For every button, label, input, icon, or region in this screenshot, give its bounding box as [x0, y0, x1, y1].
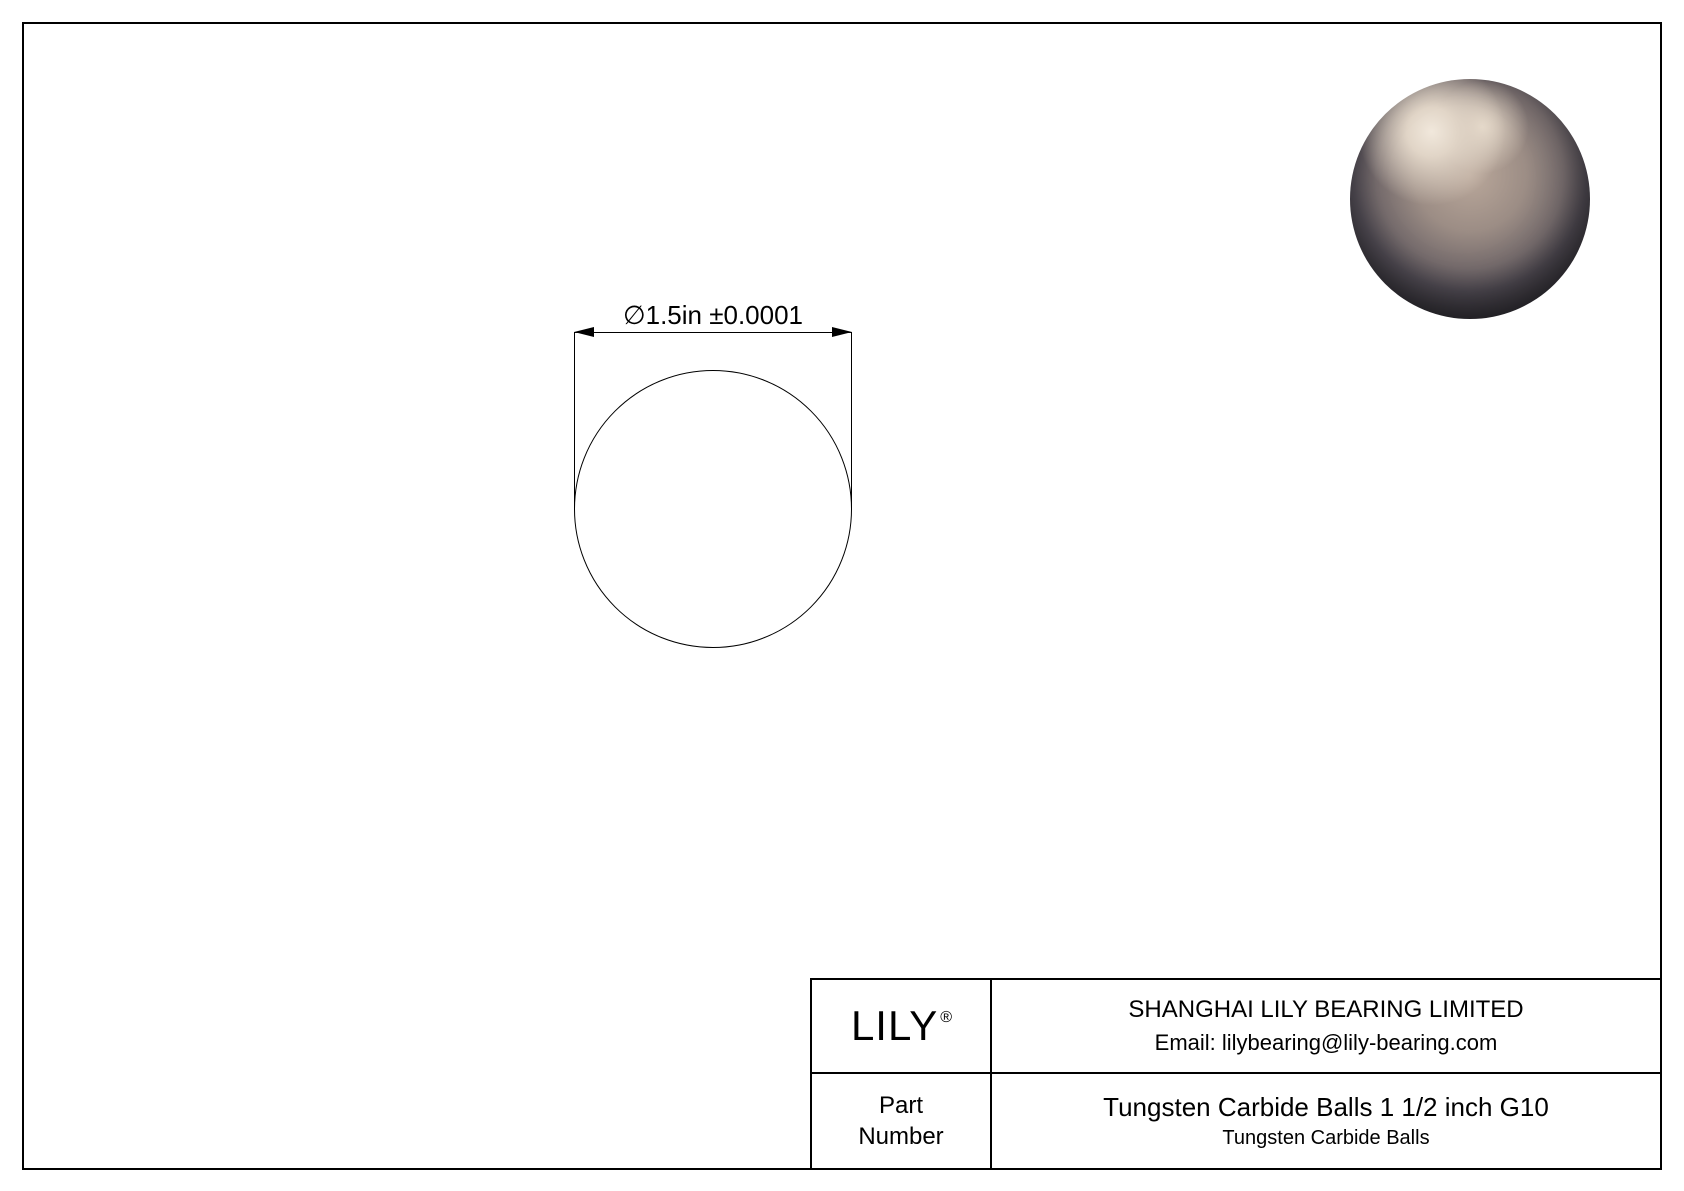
drawing-subtitle: Tungsten Carbide Balls: [1222, 1127, 1429, 1150]
dimension-extension-left: [574, 332, 575, 510]
logo-text: LILY®: [851, 1002, 951, 1050]
drawing-area: ∅1.5in ±0.0001 LILY® SHANGHAI LILY BEARI…: [24, 24, 1660, 1168]
company-email: Email: lilybearing@lily-bearing.com: [1155, 1030, 1498, 1056]
registered-icon: ®: [940, 1009, 953, 1026]
dimension-extension-right: [851, 332, 852, 510]
logo-cell: LILY®: [812, 980, 992, 1072]
title-block-row-part: Part Number Tungsten Carbide Balls 1 1/2…: [812, 1074, 1660, 1168]
company-cell: SHANGHAI LILY BEARING LIMITED Email: lil…: [992, 980, 1660, 1072]
drawing-frame: ∅1.5in ±0.0001 LILY® SHANGHAI LILY BEARI…: [22, 22, 1662, 1170]
rendered-ball-image: [1350, 79, 1590, 319]
part-number-label-cell: Part Number: [812, 1074, 992, 1168]
logo-name: LILY: [851, 1002, 938, 1049]
title-block-row-company: LILY® SHANGHAI LILY BEARING LIMITED Emai…: [812, 980, 1660, 1074]
drawing-title: Tungsten Carbide Balls 1 1/2 inch G10: [1103, 1092, 1549, 1123]
title-block: LILY® SHANGHAI LILY BEARING LIMITED Emai…: [810, 978, 1660, 1168]
title-cell: Tungsten Carbide Balls 1 1/2 inch G10 Tu…: [992, 1074, 1660, 1168]
company-name: SHANGHAI LILY BEARING LIMITED: [1128, 996, 1523, 1024]
diameter-dimension: [574, 332, 852, 512]
dimension-label: ∅1.5in ±0.0001: [574, 300, 852, 331]
dimension-line: [574, 332, 852, 333]
part-number-label: Part Number: [858, 1090, 943, 1152]
